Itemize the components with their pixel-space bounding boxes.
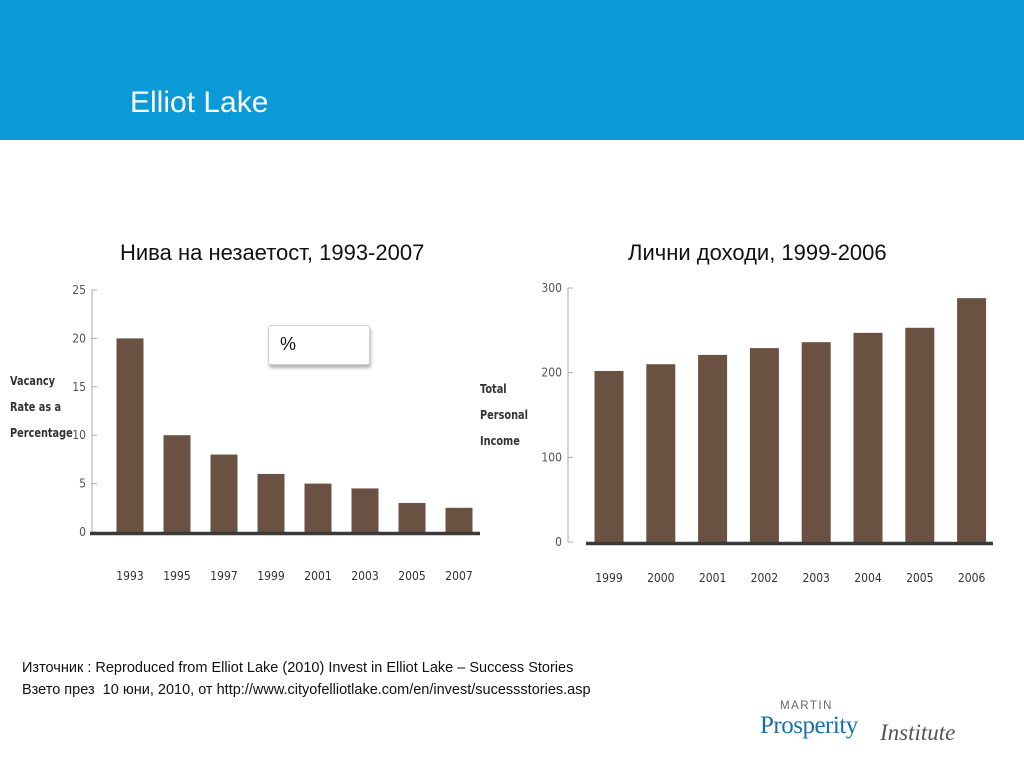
chart1-ylabel-line3: Percentage <box>10 425 73 440</box>
chart2-bar-2004 <box>853 332 883 542</box>
logo-suffix-text: Institute <box>880 720 956 745</box>
chart1-category-label-2007: 2007 <box>445 569 472 583</box>
chart1-ytick-label-1: 5 <box>79 477 86 491</box>
header-bar: Elliot Lake <box>0 0 1024 140</box>
chart1-bar-2007 <box>445 507 473 532</box>
chart2-category-label-2003: 2003 <box>802 571 829 585</box>
chart2-ytick-label-0: 0 <box>555 535 562 549</box>
chart1-category-label-1993: 1993 <box>116 569 143 583</box>
chart2-ylabel-line3: Income <box>480 433 520 448</box>
chart2-category-label-2002: 2002 <box>751 571 778 585</box>
chart1-bar-1997 <box>210 454 238 532</box>
chart1-bar-1993 <box>116 338 144 532</box>
chart1-ytick-label-4: 20 <box>72 331 86 345</box>
chart1-category-label-1999: 1999 <box>257 569 285 583</box>
chart1-heading: Нива на незаетост, 1993-2007 <box>120 240 425 265</box>
chart1-bar-2003 <box>351 488 379 532</box>
chart2-ylabel: Total Personal Income <box>480 376 528 454</box>
chart2-ytick-label-3: 300 <box>541 281 562 295</box>
chart1-category-label-2005: 2005 <box>398 569 425 583</box>
source-line-2: Взето през 10 юни, 2010, от http://www.c… <box>22 682 591 698</box>
chart1-category-label-1995: 1995 <box>163 569 190 583</box>
chart2-svg: 0 100 200 300 1999 2000 2001 2002 2003 2004 2005 20… <box>541 281 993 585</box>
chart2-bar-2006 <box>957 298 987 542</box>
chart2-heading: Лични доходи, 1999-2006 <box>628 240 887 265</box>
chart2-category-label-2001: 2001 <box>699 571 726 585</box>
chart2-bar-2001 <box>698 354 728 542</box>
chart2-bar-2000 <box>646 364 676 542</box>
chart2-ylabel-line2: Personal <box>480 407 528 422</box>
chart1-ytick-label-0: 0 <box>79 525 86 539</box>
chart2-category-label-1999: 1999 <box>595 571 623 585</box>
unit-badge: % <box>268 325 370 365</box>
chart1-ylabel-line1: Vacancy <box>10 373 56 388</box>
chart1-ytick-label-2: 10 <box>72 428 86 442</box>
chart2-category-label-2000: 2000 <box>647 571 675 585</box>
chart2-ylabel-line1: Total <box>480 381 507 396</box>
chart1-ylabel: Vacancy Rate as a Percentage <box>10 368 73 446</box>
chart1-bar-2005 <box>398 502 426 532</box>
chart1-ylabel-line2: Rate as a <box>10 399 62 414</box>
chart2-ytick-label-2: 200 <box>541 366 562 380</box>
chart1-bar-2001 <box>304 483 332 532</box>
chart2-bar-2002 <box>749 348 779 542</box>
chart2-category-label-2006: 2006 <box>958 571 986 585</box>
source-line-1: Източник : Reproduced from Elliot Lake (… <box>22 660 574 676</box>
chart1-ytick-label-5: 25 <box>72 283 86 297</box>
chart2-bar-1999 <box>594 370 624 542</box>
martin-prosperity-logo: MARTIN Prosperity Institute <box>760 700 980 750</box>
chart1-svg: 0 5 10 15 20 25 1993 1995 1997 1999 2001 2003 2005 20… <box>72 283 480 583</box>
chart2-category-label-2004: 2004 <box>854 571 882 585</box>
chart2-category-label-2005: 2005 <box>906 571 933 585</box>
source-note: Източник : Reproduced from Elliot Lake (… <box>22 657 591 701</box>
chart1-bar-1995 <box>163 435 191 532</box>
unit-badge-text: % <box>280 334 297 354</box>
page-title: Elliot Lake <box>130 86 269 119</box>
chart1-category-label-2001: 2001 <box>304 569 331 583</box>
chart1-category-label-1997: 1997 <box>210 569 237 583</box>
chart1-ytick-label-3: 15 <box>72 380 86 394</box>
chart2-bar-2003 <box>801 342 831 542</box>
logo-main-text: Prosperity <box>760 712 858 739</box>
logo-top-text: MARTIN <box>780 700 833 712</box>
chart2-bar-2005 <box>905 327 935 542</box>
chart1-category-label-2003: 2003 <box>351 569 378 583</box>
chart1-bar-1999 <box>257 473 285 532</box>
chart2-ytick-label-1: 100 <box>541 450 562 464</box>
